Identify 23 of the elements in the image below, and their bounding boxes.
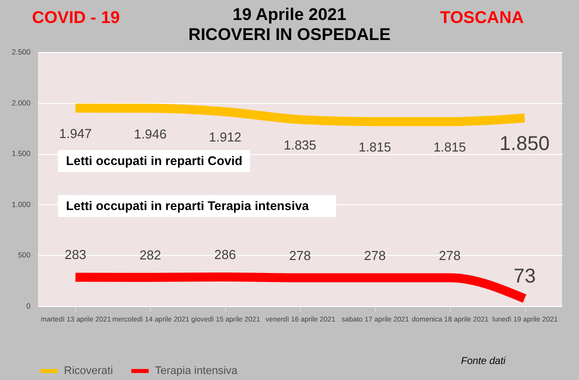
data-label: 282 bbox=[139, 247, 162, 262]
data-label: 73 bbox=[513, 266, 536, 288]
source-note: Fonte dati bbox=[461, 356, 506, 367]
data-label: 1.815 bbox=[433, 140, 466, 155]
chart-title: 19 Aprile 2021 bbox=[232, 5, 346, 24]
data-label: 1.947 bbox=[59, 126, 92, 142]
data-label: 1.815 bbox=[358, 140, 392, 155]
data-label: 1.946 bbox=[134, 126, 167, 142]
data-label: 286 bbox=[214, 246, 236, 262]
text: TOSCANA bbox=[440, 8, 524, 28]
data-label: 1.850 bbox=[500, 133, 550, 156]
legend-label: Ricoverati bbox=[64, 365, 113, 377]
data-label: 1.835 bbox=[284, 138, 316, 153]
data-label: 278 bbox=[364, 248, 386, 263]
data-label: 283 bbox=[64, 247, 86, 262]
chart-subtitle: RICOVERI IN OSPEDALE bbox=[188, 25, 391, 44]
data-label: 278 bbox=[289, 248, 311, 263]
data-label: 1.912 bbox=[208, 130, 242, 145]
annotation: Letti occupati in reparti Covid bbox=[58, 150, 250, 172]
text: COVID - 19 bbox=[32, 8, 120, 28]
legend-label: Terapia intensiva bbox=[155, 365, 238, 377]
data-label: 278 bbox=[438, 248, 461, 263]
annotation: Letti occupati in reparti Terapia intensiva bbox=[58, 195, 336, 217]
